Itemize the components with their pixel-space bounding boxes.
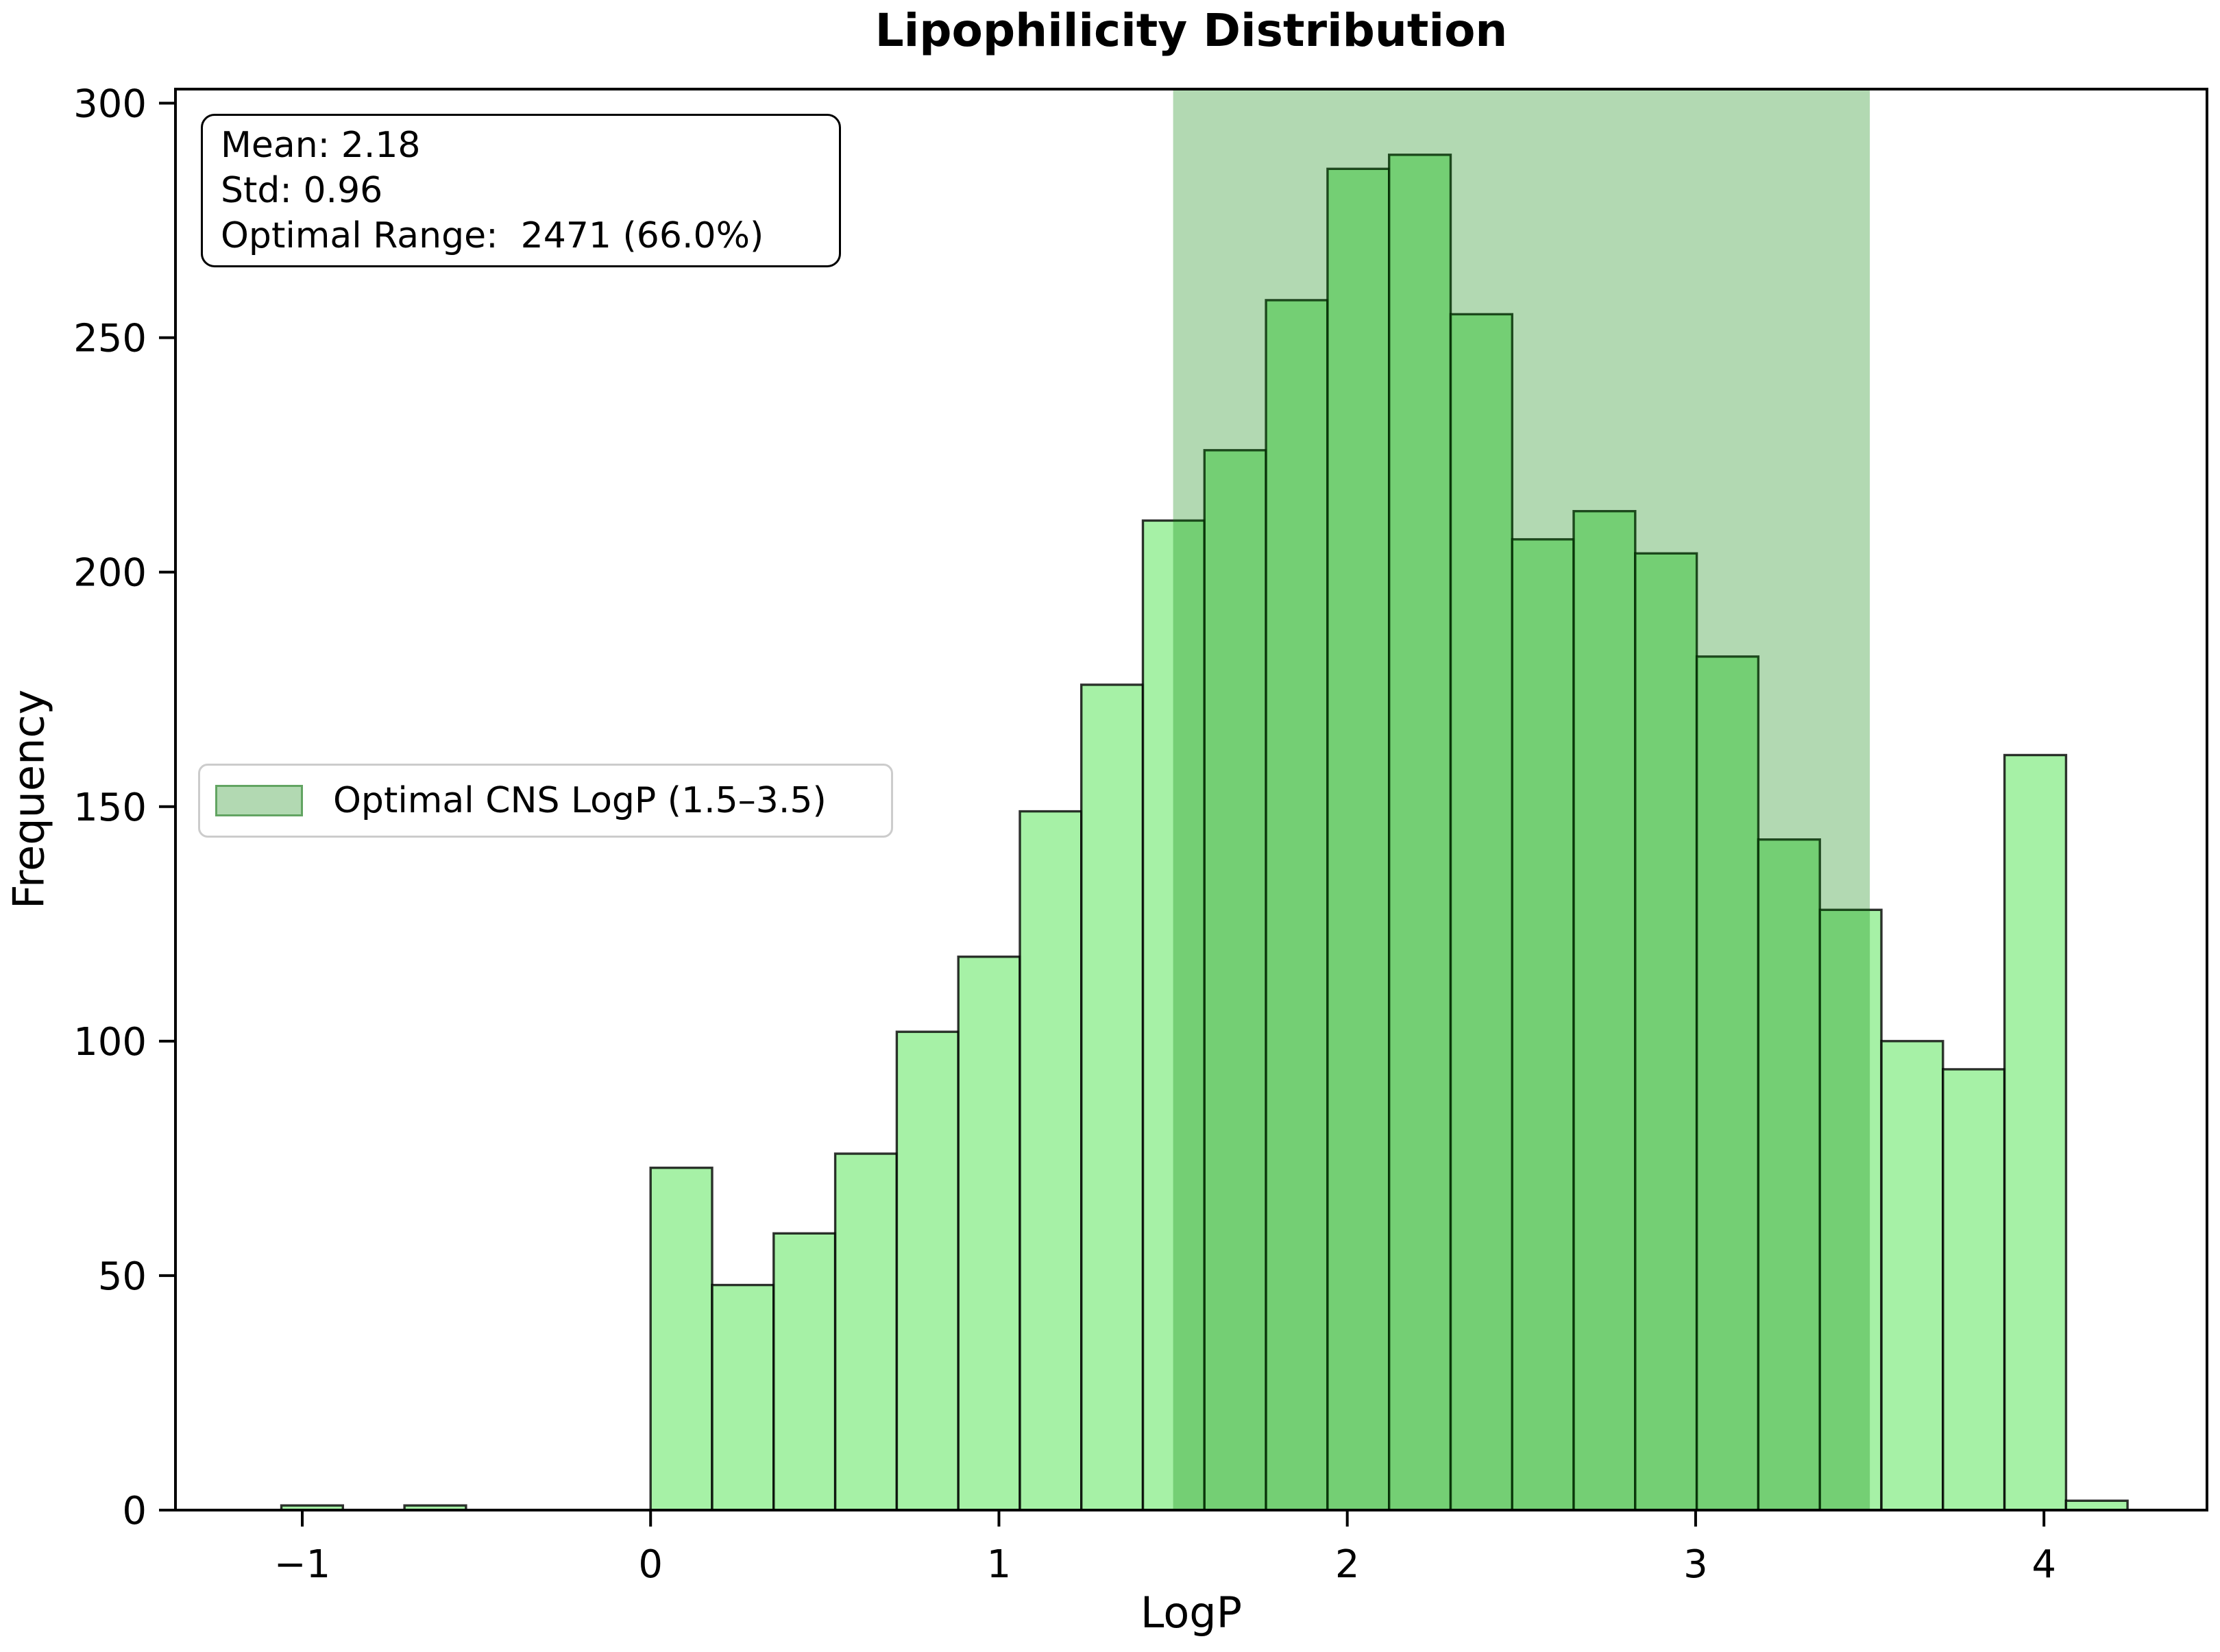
y-axis-tick-label: 0 [122, 1489, 147, 1533]
x-axis-tick-label: 1 [987, 1542, 1012, 1587]
histogram-bar [649, 1166, 713, 1511]
x-axis-tick-label: 4 [2032, 1542, 2056, 1587]
histogram-bar [1695, 655, 1760, 1511]
histogram-bar [1326, 167, 1391, 1511]
histogram-bar [1942, 1068, 2006, 1511]
x-axis-tick-label: 3 [1683, 1542, 1708, 1587]
histogram-bar [1079, 683, 1145, 1511]
x-axis-tick-label: 2 [1335, 1542, 1360, 1587]
histogram-bar [833, 1152, 899, 1511]
histogram-bar [1141, 519, 1206, 1511]
histogram-bar [711, 1283, 775, 1511]
legend-label: Optimal CNS LogP (1.5–3.5) [333, 780, 827, 821]
y-axis-label: Frequency [3, 689, 54, 910]
axes-spines [174, 88, 2208, 1511]
y-axis-tick-label: 250 [73, 317, 147, 361]
x-axis-tick-label: 0 [638, 1542, 663, 1587]
histogram-bar [1018, 810, 1083, 1511]
stat-mean: Mean: 2.18 [221, 125, 421, 166]
histogram-bar [957, 955, 1021, 1511]
stats-annotation-box: Mean: 2.18 Std: 0.96 Optimal Range: 2471… [201, 114, 841, 267]
x-axis-label: LogP [1140, 1588, 1243, 1638]
histogram-bar [2064, 1499, 2129, 1511]
histogram-bar [1449, 313, 1514, 1511]
histogram-bar [1387, 154, 1452, 1511]
y-axis-tick-label: 50 [98, 1254, 147, 1299]
optimal-range-band [1173, 89, 1870, 1510]
stat-optimal-range: Optimal Range: 2471 (66.0%) [221, 215, 764, 256]
x-axis-tick-label: −1 [274, 1542, 331, 1587]
histogram-bar [2003, 753, 2068, 1511]
legend-swatch [215, 785, 303, 816]
legend: Optimal CNS LogP (1.5–3.5) [198, 764, 893, 838]
histogram-bar [1818, 908, 1883, 1511]
histogram-bar [895, 1030, 960, 1511]
histogram-bar [772, 1232, 837, 1511]
y-axis-tick-label: 300 [73, 82, 147, 127]
y-axis-tick-label: 200 [73, 551, 147, 596]
histogram-bar [1757, 838, 1821, 1511]
chart-title: Lipophilicity Distribution [875, 4, 1508, 57]
y-axis-tick-label: 100 [73, 1020, 147, 1065]
histogram-bar [1880, 1040, 1944, 1511]
y-axis-tick-label: 150 [73, 786, 147, 830]
histogram-bar [1265, 299, 1329, 1511]
stat-std: Std: 0.96 [221, 170, 383, 211]
